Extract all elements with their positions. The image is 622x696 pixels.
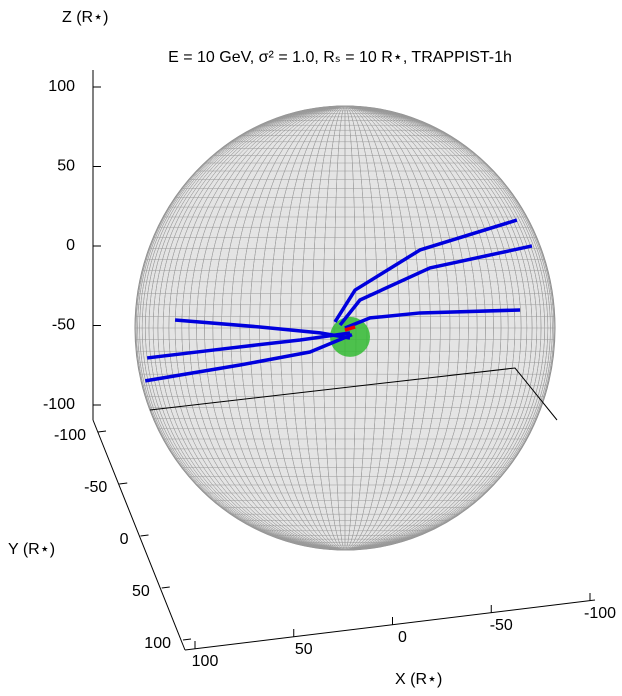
z-axis-label: Z (R⋆) <box>62 9 108 26</box>
trajectory <box>146 331 351 360</box>
y-tick-label: 0 <box>120 531 129 548</box>
trajectory <box>344 308 521 330</box>
y-tick <box>140 534 149 537</box>
floor-box <box>149 367 558 421</box>
y-tick <box>182 638 192 641</box>
meridian <box>135 105 555 551</box>
y-tick <box>119 482 128 485</box>
y-tick-label: -100 <box>54 427 86 444</box>
y-axis-label: Y (R⋆) <box>8 541 55 558</box>
y-tick-label: 50 <box>132 583 150 600</box>
x-axis <box>184 599 596 651</box>
x-axis-label: X (R⋆) <box>395 671 442 688</box>
z-tick-label: -100 <box>43 396 75 413</box>
trajectory <box>344 325 356 332</box>
y-tick-label: -50 <box>84 479 107 496</box>
z-tick-label: 0 <box>66 237 75 254</box>
z-tick-label: 50 <box>57 158 75 175</box>
y-tick <box>161 586 170 589</box>
x-tick-label: 0 <box>398 629 407 646</box>
trajectory <box>144 333 353 383</box>
y-tick-label: 100 <box>144 635 171 652</box>
trajectory <box>338 244 533 327</box>
x-tick-label: -50 <box>490 617 513 634</box>
x-tick-label: -100 <box>584 605 616 622</box>
x-tick-label: 100 <box>192 653 219 670</box>
x-tick-label: 50 <box>295 641 313 658</box>
chart-title: E = 10 GeV, σ² = 1.0, Rₛ = 10 R⋆, TRAPPI… <box>168 49 512 66</box>
z-tick-label: -50 <box>52 317 75 334</box>
y-tick <box>97 430 107 433</box>
y-axis <box>92 419 186 651</box>
z-tick-label: 100 <box>48 78 75 95</box>
trajectory <box>333 218 518 323</box>
